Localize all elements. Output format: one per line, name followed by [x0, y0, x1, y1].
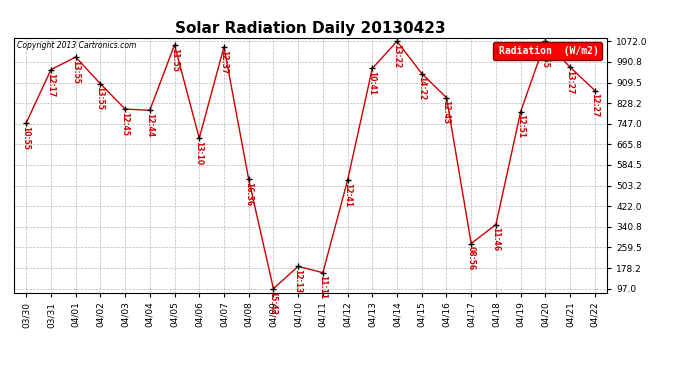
Text: 15:42: 15:42 — [268, 291, 277, 315]
Text: 12:44: 12:44 — [145, 113, 154, 137]
Text: Copyright 2013 Cartronics.com: Copyright 2013 Cartronics.com — [17, 41, 136, 50]
Legend: Radiation  (W/m2): Radiation (W/m2) — [493, 42, 602, 60]
Text: 12:17: 12:17 — [46, 72, 55, 97]
Text: 13:55: 13:55 — [95, 87, 104, 110]
Text: 12:41: 12:41 — [343, 183, 352, 207]
Text: 12:51: 12:51 — [516, 114, 525, 138]
Text: 13:27: 13:27 — [565, 70, 574, 94]
Text: 11:46: 11:46 — [491, 227, 500, 251]
Text: 13:22: 13:22 — [392, 44, 401, 68]
Text: 12:37: 12:37 — [219, 50, 228, 74]
Text: 12:43: 12:43 — [442, 100, 451, 124]
Title: Solar Radiation Daily 20130423: Solar Radiation Daily 20130423 — [175, 21, 446, 36]
Text: 12:13: 12:13 — [293, 269, 302, 293]
Text: 12:27: 12:27 — [590, 93, 599, 117]
Text: 08:56: 08:56 — [466, 246, 475, 270]
Text: 13:10: 13:10 — [195, 141, 204, 165]
Text: 13:55: 13:55 — [540, 44, 549, 68]
Text: 16:36: 16:36 — [244, 182, 253, 206]
Text: 11:55: 11:55 — [170, 48, 179, 72]
Text: 10:41: 10:41 — [368, 71, 377, 95]
Text: 13:55: 13:55 — [71, 60, 80, 84]
Text: 12:45: 12:45 — [120, 112, 129, 136]
Text: 11:11: 11:11 — [318, 276, 327, 300]
Text: 14:22: 14:22 — [417, 76, 426, 100]
Text: 10:55: 10:55 — [21, 126, 30, 150]
